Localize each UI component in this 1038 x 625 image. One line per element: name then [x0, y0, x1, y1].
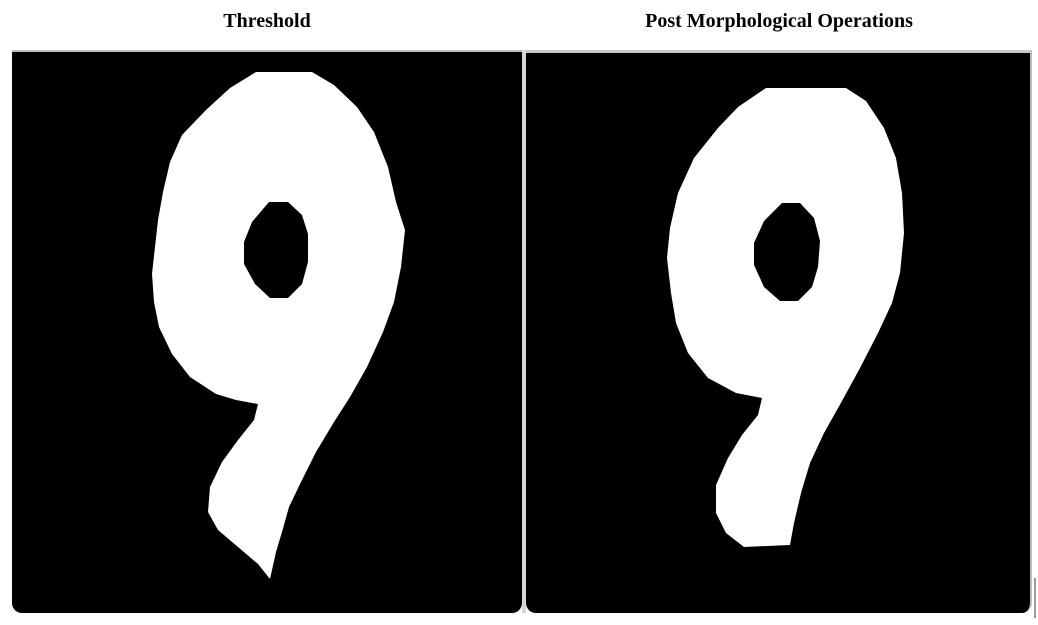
panel-divider [522, 50, 526, 613]
morphology-image-panel [526, 50, 1032, 613]
morphology-digit-9-shape [667, 88, 904, 547]
threshold-digit-9-shape [152, 72, 405, 579]
morphology-digit-image [667, 88, 904, 547]
morphology-panel-title: Post Morphological Operations [645, 10, 913, 32]
threshold-panel-title: Threshold [223, 10, 311, 32]
edge-mark [1034, 578, 1036, 618]
threshold-image-panel [12, 50, 522, 613]
threshold-digit-image [152, 72, 405, 579]
